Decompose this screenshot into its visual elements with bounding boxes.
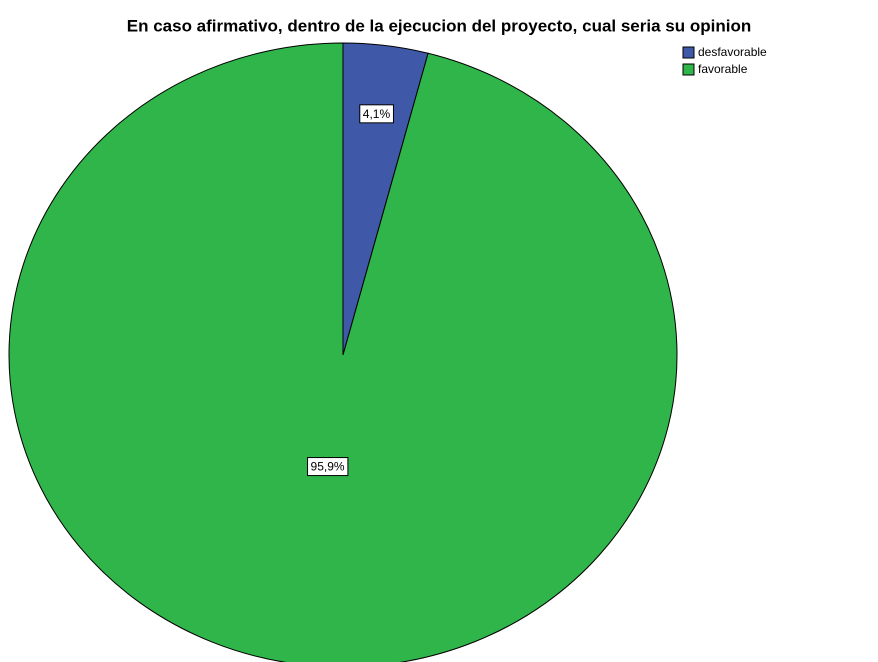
legend-swatch (682, 63, 695, 76)
value-label-group: 95,9% (307, 457, 349, 477)
value-label: 95,9% (311, 460, 345, 474)
value-label: 4,1% (363, 107, 391, 121)
chart-title: En caso afirmativo, dentro de la ejecuci… (127, 16, 751, 35)
value-label-box (307, 457, 349, 477)
legend-text: desfavorable (698, 45, 767, 59)
legend-text: favorable (698, 62, 748, 76)
value-label-box (359, 104, 394, 124)
pie-slice (8, 42, 678, 662)
legend-swatch (682, 46, 695, 59)
value-label-group: 4,1% (359, 104, 394, 124)
